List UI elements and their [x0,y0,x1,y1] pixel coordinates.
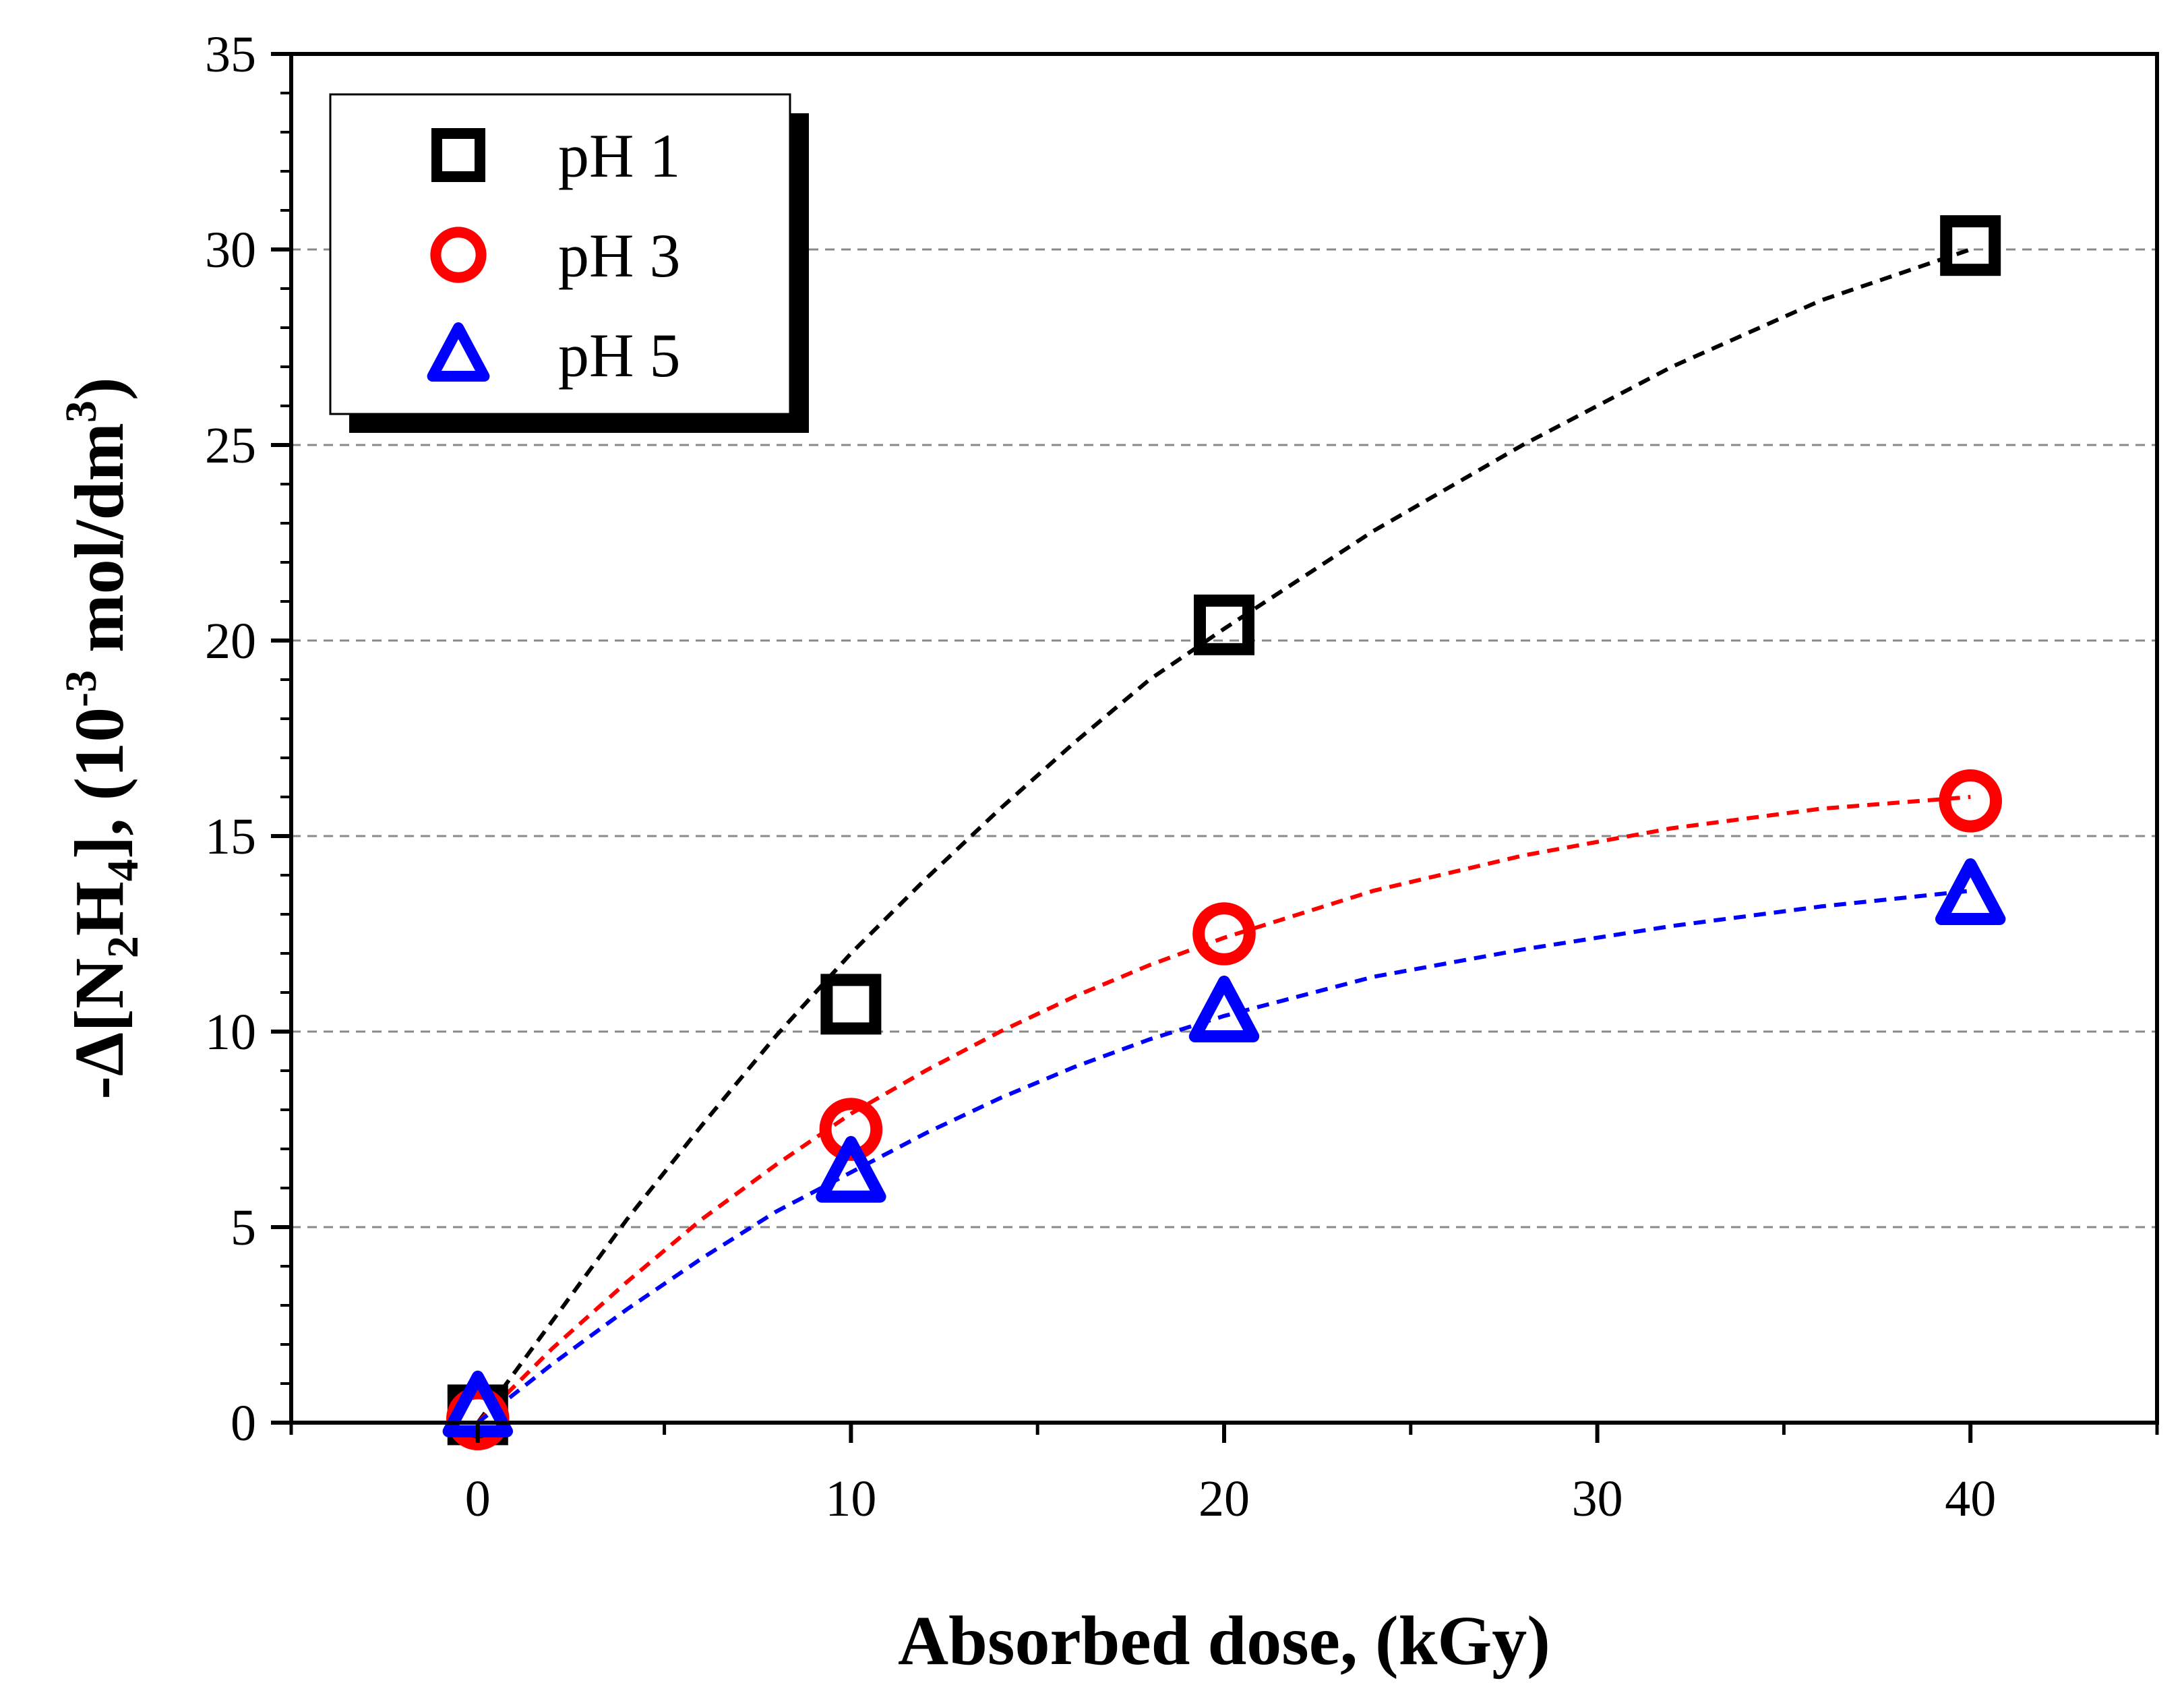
data-point-ph-5 [1935,858,2006,925]
legend-label: pH 3 [558,221,680,290]
y-axis-title: -Δ[N2H4], (10-3 mol/dm3) [57,377,148,1099]
legend-marker-ph-3 [430,227,487,283]
data-markers [442,215,2006,1450]
fit-curve-ph-3 [476,795,1971,1425]
x-tick-label: 10 [825,1471,876,1527]
data-point-ph-5 [816,1135,886,1203]
y-tick-label: 5 [231,1199,256,1256]
x-tick-label: 20 [1199,1471,1250,1527]
legend-marker-ph-1 [431,128,485,182]
fit-curves [476,247,1972,1425]
fit-curve-ph-5 [476,889,1971,1425]
legend-box [329,93,791,415]
y-title-unit-mid: mol/dm [61,423,138,670]
y-tick-label: 35 [205,26,256,83]
data-point-ph-1 [1940,215,2001,276]
y-tick-label: 15 [205,808,256,865]
y-title-sub-2: 4 [98,859,148,881]
data-point-ph-3 [1192,902,1256,966]
legend-items: pH 1 pH 3 pH 5 [427,121,680,390]
y-title-unit-close: ) [61,377,138,400]
legend-label: pH 1 [558,121,680,190]
y-tick-label: 0 [231,1395,256,1452]
y-tick-label: 25 [205,417,256,474]
x-axis-title: Absorbed dose, (kGy) [898,1602,1550,1680]
fit-curve-ph-1 [476,247,1972,1424]
x-tick-label: 0 [465,1471,491,1527]
x-tick-label: 30 [1572,1471,1623,1527]
legend-marker-ph-5 [427,322,490,382]
y-title-mid: H [61,881,138,936]
data-point-ph-1 [1194,594,1254,655]
data-point-ph-3 [1939,769,2002,833]
tick-labels: 0 10 20 30 40 0 5 10 15 20 25 30 35 [205,26,1996,1527]
legend-label: pH 5 [558,321,680,390]
x-tick-label: 40 [1945,1471,1996,1527]
y-tick-label: 10 [205,1004,256,1061]
y-tick-label: 20 [205,613,256,670]
y-tick-label: 30 [205,222,256,278]
y-title-prefix: -Δ[N [61,958,138,1100]
data-point-ph-1 [820,974,882,1035]
y-title-sub-1: 2 [98,936,148,958]
axis-ticks [271,52,2159,1443]
legend: pH 1 pH 3 pH 5 [329,93,809,433]
y-title-sup-2: 3 [57,400,106,423]
y-title-unit-open: ], (10 [61,707,138,859]
y-title-sup-1: -3 [57,670,106,707]
data-point-ph-5 [1188,976,1260,1042]
